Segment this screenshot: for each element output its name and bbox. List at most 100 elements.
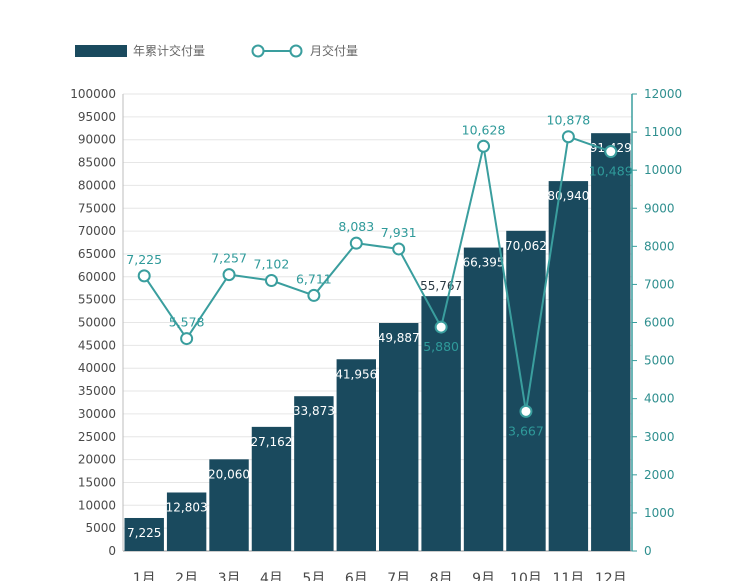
x-axis: 1月 2月 3月 4月 5月 6月 7月 8月 9月 10月 11月 12月 [133, 571, 627, 581]
left-tick-label: 40000 [78, 361, 116, 375]
category-label: 3月 [218, 571, 241, 581]
left-tick-label: 20000 [78, 453, 116, 467]
line-value-label: 10,489 [589, 164, 633, 179]
line-point [434, 320, 448, 334]
right-tick-label: 9000 [644, 201, 675, 215]
line-value-label: 5,880 [423, 339, 459, 354]
line-point [349, 236, 363, 250]
category-label: 7月 [387, 571, 410, 581]
left-tick-label: 30000 [78, 407, 116, 421]
bar [421, 296, 461, 551]
bar [548, 181, 589, 552]
left-tick-label: 5000 [85, 521, 116, 535]
category-label: 12月 [595, 571, 627, 581]
line-value-label: 10,628 [462, 122, 506, 137]
bar-value-label: 20,060 [208, 467, 250, 481]
bar-value-label: 41,956 [335, 367, 377, 381]
left-tick-label: 50000 [78, 316, 116, 330]
left-tick-label: 45000 [78, 338, 116, 352]
bar [294, 396, 334, 551]
legend-line-label: 月交付量 [310, 43, 358, 58]
bar-value-label: 12,803 [166, 500, 208, 514]
line-point [222, 268, 236, 282]
bar-value-label: 49,887 [378, 331, 420, 345]
right-tick-label: 4000 [644, 392, 675, 406]
line-point [307, 288, 321, 302]
right-tick-label: 5000 [644, 354, 675, 368]
bar-value-label: 70,062 [505, 239, 547, 253]
right-tick-label: 3000 [644, 430, 675, 444]
left-tick-label: 80000 [78, 178, 116, 192]
bar [124, 517, 164, 551]
legend-bar-swatch [75, 45, 127, 57]
right-tick-label: 8000 [644, 239, 675, 253]
bar [463, 247, 504, 552]
left-tick-label: 85000 [78, 156, 116, 170]
line-point [561, 130, 575, 144]
left-tick-label: 70000 [78, 224, 116, 238]
line-point [477, 139, 491, 153]
line-point [519, 404, 533, 418]
left-tick-label: 75000 [78, 201, 116, 215]
bar-value-label: 33,873 [293, 404, 335, 418]
category-label: 5月 [302, 571, 325, 581]
line-point [604, 145, 618, 159]
line-value-label: 7,102 [254, 257, 290, 272]
legend: 年累计交付量 月交付量 [75, 43, 358, 58]
bar [591, 133, 631, 551]
right-y-axis: 0 1000 2000 3000 4000 5000 6000 7000 8000 9000 100… [631, 87, 682, 558]
right-tick-label: 11000 [644, 125, 682, 139]
bar-series: 7,225 12,803 20,060 27,162 33,873 41,956 49,88… [124, 133, 632, 552]
bar-value-label: 55,767 [420, 279, 462, 293]
legend-line-marker [251, 44, 265, 58]
line-series: 7,225 5,578 7,257 7,102 6,711 8,083 7,931 5,880… [126, 113, 632, 439]
line-point [392, 242, 406, 256]
left-tick-label: 15000 [78, 475, 116, 489]
right-tick-label: 1000 [644, 506, 675, 520]
line-value-label: 8,083 [338, 219, 374, 234]
category-label: 9月 [472, 571, 495, 581]
line-value-label: 7,225 [126, 252, 162, 267]
left-tick-label: 25000 [78, 430, 116, 444]
left-tick-label: 95000 [78, 110, 116, 124]
left-tick-label: 100000 [70, 87, 116, 101]
line-value-label: 7,931 [381, 225, 417, 240]
bar [166, 492, 207, 551]
bar-value-label: 80,940 [547, 189, 589, 203]
left-y-axis: 0 5000 10000 15000 20000 25000 30000 35000 40000… [70, 87, 124, 558]
line-value-label: 6,711 [296, 271, 332, 286]
left-tick-label: 65000 [78, 247, 116, 261]
category-label: 1月 [133, 571, 156, 581]
line-value-label: 7,257 [211, 251, 247, 266]
bar-value-label: 27,162 [250, 435, 292, 449]
line-value-label: 3,667 [508, 423, 544, 438]
series-line [143, 135, 612, 412]
bar [379, 323, 419, 551]
bar-value-label: 7,225 [127, 526, 161, 540]
line-value-label: 5,578 [169, 315, 205, 330]
line-point [180, 332, 194, 346]
legend-line-marker [289, 44, 303, 58]
category-label: 4月 [260, 571, 283, 581]
left-tick-label: 60000 [78, 270, 116, 284]
category-label: 10月 [510, 571, 542, 581]
category-label: 6月 [345, 571, 368, 581]
category-label: 2月 [175, 571, 198, 581]
left-tick-label: 90000 [78, 133, 116, 147]
line-value-label: 10,878 [547, 113, 591, 128]
line-point [137, 269, 151, 283]
legend-bar-label: 年累计交付量 [133, 43, 205, 58]
left-tick-label: 10000 [78, 498, 116, 512]
left-tick-label: 55000 [78, 293, 116, 307]
bar [336, 359, 376, 551]
right-tick-label: 0 [644, 544, 652, 558]
bar [251, 426, 292, 551]
line-point [264, 274, 278, 288]
category-label: 11月 [552, 571, 584, 581]
right-tick-label: 6000 [644, 316, 675, 330]
right-tick-label: 7000 [644, 277, 675, 291]
bar [209, 459, 249, 551]
right-tick-label: 2000 [644, 468, 675, 482]
right-tick-label: 12000 [644, 87, 682, 101]
